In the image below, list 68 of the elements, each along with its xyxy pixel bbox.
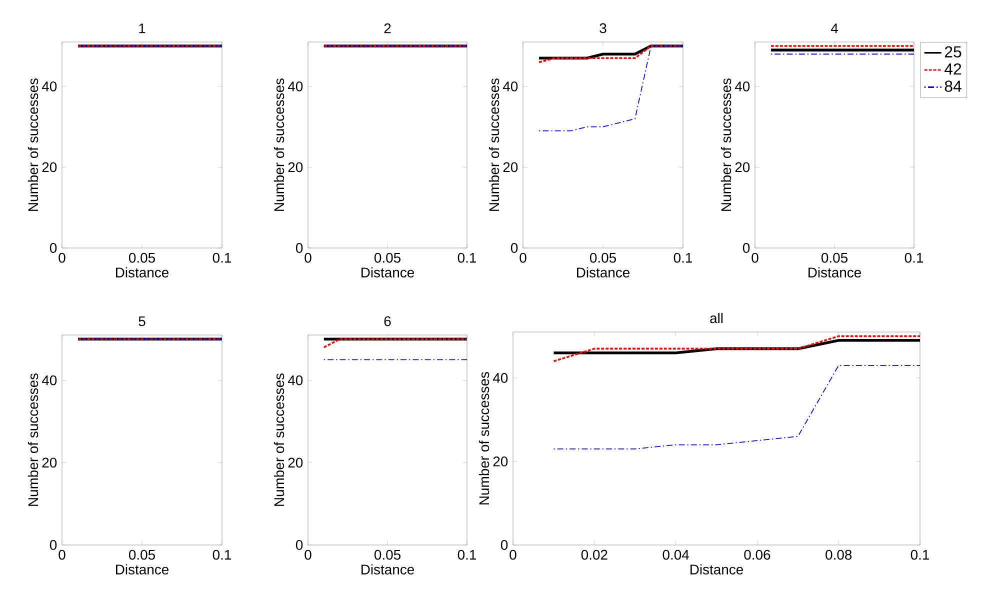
x-tick-label: 0.06	[744, 550, 770, 560]
x-tick-label: 0.05	[128, 252, 155, 263]
x-tick-label: 0.1	[904, 252, 924, 263]
x-tick-label: 0.1	[458, 550, 476, 560]
x-tick-label: 0.04	[662, 550, 689, 560]
legend-label: 84	[944, 80, 962, 92]
x-tick-label: 0.02	[581, 550, 608, 560]
x-tick-label: 0.1	[910, 550, 930, 560]
y-axis-title: Number of successes	[274, 78, 284, 211]
x-tick-label: 0	[58, 252, 66, 263]
y-axis-title: Number of successes	[488, 78, 500, 211]
y-tick-label: 20	[503, 162, 518, 172]
legend-label: 25	[944, 46, 962, 58]
y-tick-label: 0	[50, 243, 57, 253]
y-axis-title: Number of successes	[720, 78, 732, 211]
y-tick-label: 0	[742, 243, 750, 253]
x-axis-title: Distance	[362, 564, 414, 574]
y-axis-title: Number of successes	[28, 373, 38, 506]
y-tick-label: 0	[500, 540, 508, 550]
y-tick-label: 40	[42, 81, 57, 92]
x-tick-label: 0	[304, 550, 312, 560]
x-axis-title: Distance	[116, 564, 169, 574]
x-tick-label: 0	[520, 252, 526, 263]
x-tick-label: 0.05	[590, 252, 616, 263]
x-axis-title: Distance	[362, 267, 414, 278]
legend-label: 42	[944, 63, 962, 75]
chart-title: 1	[139, 24, 146, 34]
chart-title: 2	[384, 23, 391, 34]
x-tick-label: 0	[752, 252, 758, 263]
x-tick-label: 0.1	[212, 550, 232, 560]
chart-title: 6	[384, 316, 391, 326]
y-tick-label: 40	[42, 375, 57, 386]
y-tick-label: 40	[288, 81, 303, 92]
y-axis-title: Number of successes	[478, 372, 490, 504]
x-tick-label: 0.08	[826, 550, 852, 560]
x-axis-title: Distance	[808, 267, 862, 278]
y-tick-label: 20	[493, 456, 508, 466]
y-tick-label: 20	[735, 162, 750, 172]
chart-title: 5	[138, 316, 146, 326]
y-tick-label: 0	[296, 243, 303, 253]
chart-title: 4	[830, 24, 838, 34]
x-axis-title: Distance	[116, 267, 169, 278]
y-tick-label: 40	[492, 372, 508, 383]
x-tick-label: 0.05	[821, 252, 848, 263]
x-tick-label: 0.05	[374, 252, 400, 263]
y-tick-label: 40	[734, 81, 750, 92]
chart-title: all	[710, 312, 723, 324]
x-tick-label: 0.05	[374, 550, 400, 560]
y-tick-label: 40	[502, 81, 518, 92]
y-axis-title: Number of successes	[28, 78, 38, 211]
x-tick-label: 0	[304, 252, 312, 263]
x-tick-label: 0.1	[212, 252, 232, 263]
x-tick-label: 0	[58, 550, 66, 560]
y-tick-label: 20	[42, 162, 57, 172]
y-tick-label: 20	[288, 162, 303, 172]
chart-title: 3	[600, 23, 606, 34]
x-axis-title: Distance	[577, 267, 630, 278]
y-tick-label: 20	[288, 458, 303, 468]
y-tick-label: 0	[510, 243, 518, 253]
x-tick-label: 0.1	[674, 252, 692, 263]
x-tick-label: 0.05	[128, 550, 155, 560]
x-axis-title: Distance	[690, 564, 744, 574]
y-tick-label: 0	[50, 540, 57, 550]
y-tick-label: 40	[288, 375, 303, 386]
y-axis-title: Number of successes	[274, 373, 284, 506]
y-tick-label: 20	[42, 458, 57, 468]
y-tick-label: 0	[296, 540, 303, 550]
x-tick-label: 0.1	[458, 252, 476, 263]
